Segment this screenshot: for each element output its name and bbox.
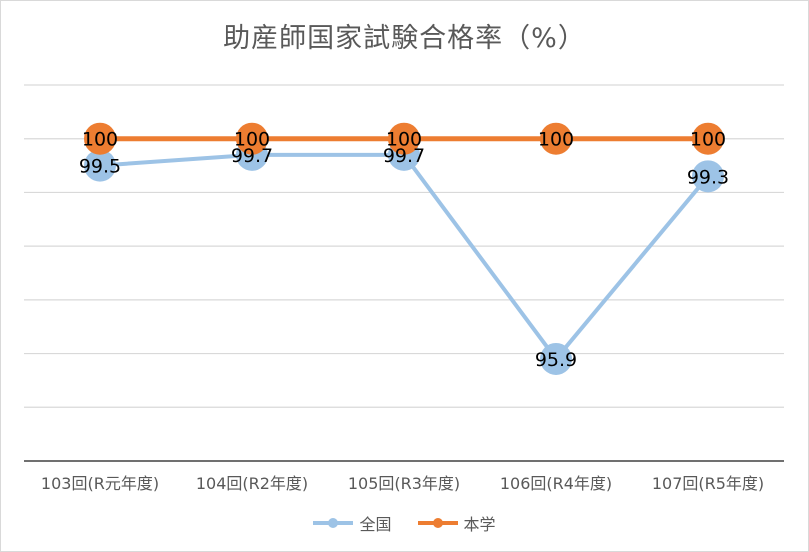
legend-item-school: 本学 (417, 511, 496, 535)
x-tick-label: 107回(R5年度) (652, 474, 764, 493)
data-point-school (692, 122, 724, 155)
legend-item-national: 全国 (313, 511, 392, 535)
x-tick-label: 106回(R4年度) (500, 474, 612, 493)
x-tick-label: 104回(R2年度) (196, 474, 308, 493)
legend-label-school: 本学 (463, 515, 496, 534)
data-point-school (236, 122, 268, 155)
x-tick-label: 105回(R3年度) (348, 474, 460, 493)
data-label-national: 99.5 (79, 156, 121, 178)
data-label-school: 100 (690, 129, 726, 151)
legend-swatch-school (417, 516, 458, 530)
data-label-school: 100 (386, 129, 422, 151)
data-label-school: 100 (234, 129, 270, 151)
data-label-national: 99.3 (687, 166, 729, 188)
data-point-national (540, 342, 572, 375)
data-point-school (388, 122, 420, 155)
legend-label-national: 全国 (359, 515, 392, 534)
legend: 全国 本学 (0, 511, 809, 535)
legend-swatch-national (313, 516, 354, 530)
data-label-national: 99.7 (231, 145, 273, 167)
data-label-school: 100 (538, 129, 574, 151)
data-point-national (84, 149, 116, 182)
series-line-national (99, 152, 710, 361)
data-point-national (692, 160, 724, 193)
x-tick-label: 103回(R元年度) (41, 474, 159, 493)
data-label-school: 100 (82, 129, 118, 151)
chart-title: 助産師国家試験合格率（%） (223, 23, 586, 54)
data-label-national: 95.9 (535, 349, 577, 371)
data-label-national: 99.7 (383, 145, 425, 167)
data-point-school (84, 122, 116, 155)
data-point-school (540, 122, 572, 155)
